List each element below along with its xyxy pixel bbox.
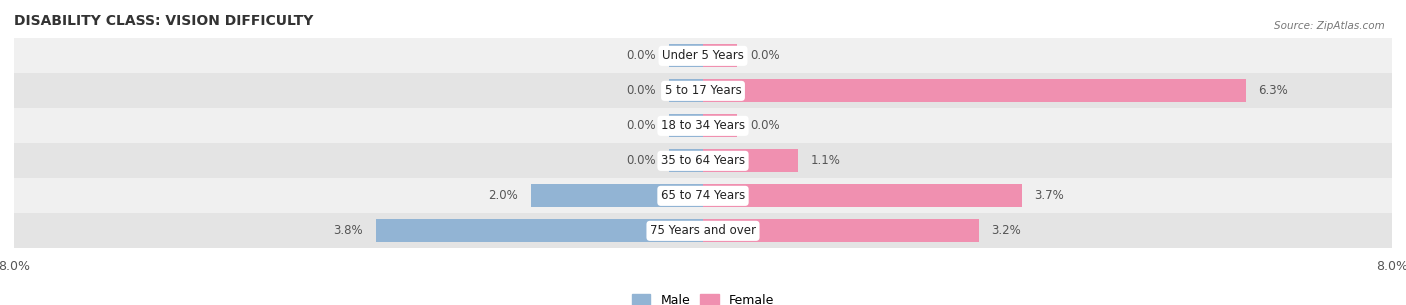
Bar [14,178,1392,213]
Text: Source: ZipAtlas.com: Source: ZipAtlas.com [1274,21,1385,31]
Text: 0.0%: 0.0% [626,49,655,62]
Bar [375,220,703,242]
Bar [14,108,1392,143]
Text: 5 to 17 Years: 5 to 17 Years [665,84,741,97]
Legend: Male, Female: Male, Female [627,289,779,305]
Text: 0.0%: 0.0% [751,119,780,132]
Bar [703,149,797,172]
Text: 3.2%: 3.2% [991,224,1021,237]
Bar [669,149,703,172]
Bar [669,45,703,67]
Bar [531,185,703,207]
Text: 3.8%: 3.8% [333,224,363,237]
Text: 0.0%: 0.0% [626,119,655,132]
Text: DISABILITY CLASS: VISION DIFFICULTY: DISABILITY CLASS: VISION DIFFICULTY [14,15,314,28]
Text: Under 5 Years: Under 5 Years [662,49,744,62]
Text: 3.7%: 3.7% [1035,189,1064,202]
Bar [703,80,1246,102]
Bar [703,185,1022,207]
Bar [14,38,1392,73]
Bar [669,114,703,137]
Bar [703,114,738,137]
Text: 75 Years and over: 75 Years and over [650,224,756,237]
Bar [703,220,979,242]
Text: 1.1%: 1.1% [811,154,841,167]
Text: 0.0%: 0.0% [626,84,655,97]
Text: 6.3%: 6.3% [1258,84,1288,97]
Text: 0.0%: 0.0% [751,49,780,62]
Text: 65 to 74 Years: 65 to 74 Years [661,189,745,202]
Bar [14,214,1392,248]
Bar [703,45,738,67]
Text: 35 to 64 Years: 35 to 64 Years [661,154,745,167]
Bar [14,143,1392,178]
Text: 2.0%: 2.0% [488,189,517,202]
Bar [669,80,703,102]
Text: 18 to 34 Years: 18 to 34 Years [661,119,745,132]
Text: 0.0%: 0.0% [626,154,655,167]
Bar [14,73,1392,108]
